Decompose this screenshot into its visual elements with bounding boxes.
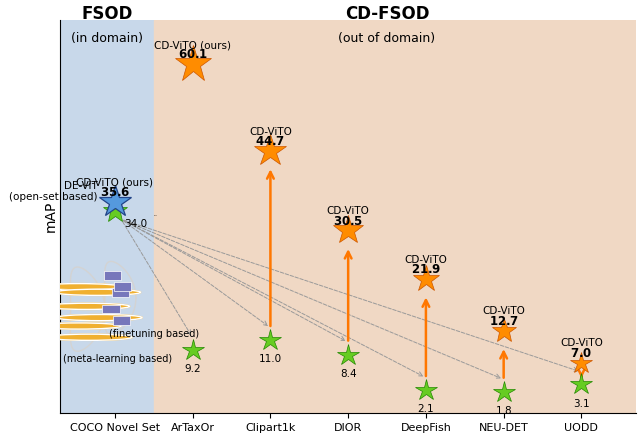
Text: $\bf{35.6}$: $\bf{35.6}$ [100,186,130,199]
Text: CD-ViTO: CD-ViTO [404,255,447,265]
Text: DE-ViT
(open-set based): DE-ViT (open-set based) [10,181,98,202]
FancyBboxPatch shape [102,305,120,313]
Text: CD-FSOD: CD-FSOD [345,4,429,23]
Circle shape [55,289,141,295]
Bar [61,20,154,413]
Text: 11.0: 11.0 [259,354,282,364]
FancyBboxPatch shape [114,282,131,291]
Text: FSOD: FSOD [154,215,157,216]
Text: CD-ViTO (ours): CD-ViTO (ours) [76,178,154,188]
Text: 2.1: 2.1 [417,404,434,414]
Text: CD-ViTO: CD-ViTO [327,206,370,216]
Text: $\bf{21.9}$: $\bf{21.9}$ [411,263,441,276]
FancyBboxPatch shape [113,316,130,325]
Text: FSOD: FSOD [81,4,133,23]
Text: $\bf{7.0}$: $\bf{7.0}$ [570,347,593,360]
Circle shape [36,284,121,290]
Circle shape [36,323,121,329]
Text: (out of domain): (out of domain) [339,32,436,45]
Text: $\bf{44.7}$: $\bf{44.7}$ [255,135,285,148]
Text: 34.0: 34.0 [124,219,147,229]
FancyBboxPatch shape [112,288,129,297]
Text: CD-ViTO (ours): CD-ViTO (ours) [154,40,231,50]
Text: CD-ViTO: CD-ViTO [249,127,292,137]
FancyBboxPatch shape [104,271,121,280]
Text: (meta-learning based): (meta-learning based) [63,354,172,364]
Text: $\bf{60.1}$: $\bf{60.1}$ [177,49,208,61]
Text: $\bf{12.7}$: $\bf{12.7}$ [488,315,518,328]
Circle shape [44,303,130,309]
Text: 3.1: 3.1 [573,399,589,409]
Text: 8.4: 8.4 [340,369,356,379]
Text: (finetuning based): (finetuning based) [109,329,199,339]
Text: 1.8: 1.8 [495,406,512,416]
Text: (in domain): (in domain) [71,32,143,45]
Text: $\bf{30.5}$: $\bf{30.5}$ [333,215,364,228]
Bar [154,20,636,413]
Circle shape [47,334,132,340]
Text: CD-ViTO: CD-ViTO [482,306,525,316]
Text: CD-ViTO: CD-ViTO [560,339,603,348]
Circle shape [56,315,142,321]
Text: 9.2: 9.2 [184,364,201,374]
Y-axis label: mAP: mAP [44,201,58,232]
